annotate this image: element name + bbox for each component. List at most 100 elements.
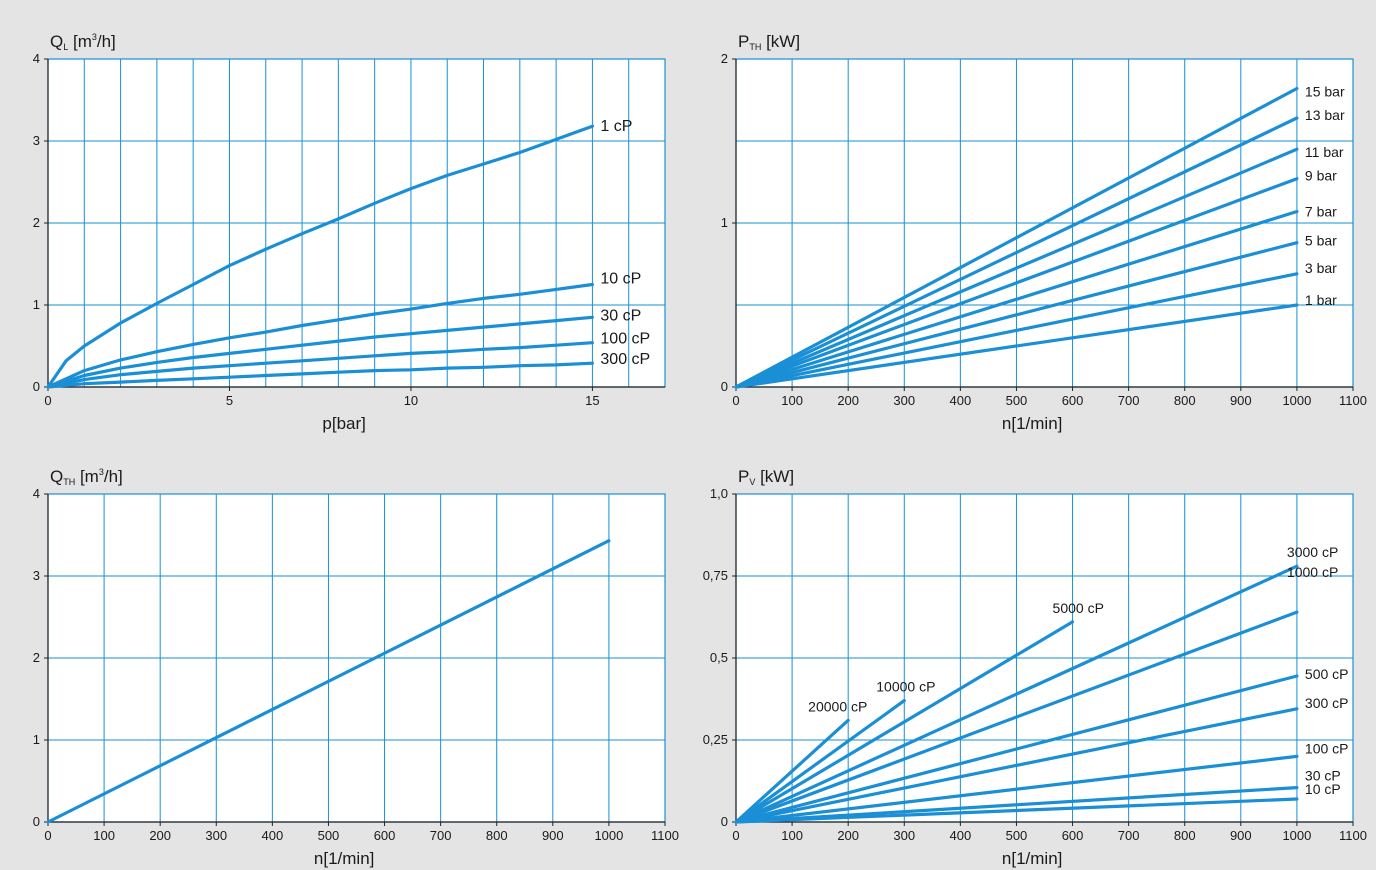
series-line-10-cp bbox=[734, 797, 1299, 824]
y-tick-label: 0,5 bbox=[710, 650, 728, 665]
x-tick-label: 300 bbox=[893, 393, 915, 408]
series-line-9-bar bbox=[734, 177, 1299, 389]
series-label-3000-cp: 3000 cP bbox=[1287, 544, 1338, 560]
series-line-7-bar bbox=[734, 209, 1299, 389]
series-label-20000-cp: 20000 cP bbox=[808, 698, 867, 714]
x-tick-label: 1000 bbox=[1282, 393, 1311, 408]
x-tick-label: 1000 bbox=[1282, 828, 1311, 843]
series-label-5000-cp: 5000 cP bbox=[1053, 600, 1104, 616]
chart-qth-vs-n: 0 100 200 300 400 500 600 700 800 900 1000 1100 0 1 2 3… bbox=[0, 435, 688, 870]
series-label-10-cp: 10 cP bbox=[600, 271, 641, 288]
chart-pth-vs-n-svg: 0 100 200 300 400 500 600 700 800 900 1000 1100 0 1 2 n… bbox=[721, 32, 1367, 433]
series-label-10-cp: 10 cP bbox=[1305, 781, 1341, 797]
x-tick-label: 900 bbox=[542, 828, 564, 843]
x-tick-label: 400 bbox=[262, 828, 284, 843]
x-axis-label: n[1/min] bbox=[1002, 849, 1062, 868]
series-line-15-bar bbox=[734, 86, 1299, 389]
x-axis-label: p[bar] bbox=[322, 414, 365, 433]
x-tick-label: 200 bbox=[837, 393, 859, 408]
chart-ql-vs-p: 0 5 10 15 0 1 2 3 4 p[bar] QL [m3/h] 1 cP 10 cP 30 cP… bbox=[0, 0, 688, 435]
y-tick-label: 1 bbox=[33, 732, 40, 747]
y-tick-label: 0 bbox=[33, 814, 40, 829]
series-line-5000-cp bbox=[734, 620, 1075, 824]
series-line-300-cp bbox=[734, 707, 1299, 824]
x-tick-label: 900 bbox=[1230, 828, 1252, 843]
series-label-300-cp: 300 cP bbox=[600, 351, 650, 368]
x-tick-label: 1100 bbox=[651, 828, 679, 843]
x-tick-label: 0 bbox=[44, 393, 51, 408]
series-label-3-bar: 3 bar bbox=[1305, 260, 1337, 276]
series-line-main bbox=[46, 539, 611, 824]
series-label-1000-cp: 1000 cP bbox=[1287, 564, 1338, 580]
series-label-5-bar: 5 bar bbox=[1305, 233, 1337, 249]
series-label-13-bar: 13 bar bbox=[1305, 107, 1345, 123]
y-tick-label: 3 bbox=[33, 568, 40, 583]
series-line-13-bar bbox=[734, 116, 1299, 389]
y-axis-label: PV [kW] bbox=[738, 467, 794, 487]
series-label-11-bar: 11 bar bbox=[1305, 144, 1344, 160]
y-tick-label: 3 bbox=[33, 133, 40, 148]
y-tick-label: 0 bbox=[721, 379, 728, 394]
chart-qth-vs-n-svg: 0 100 200 300 400 500 600 700 800 900 1000 1100 0 1 2 3… bbox=[33, 467, 679, 868]
chart-pv-vs-n-svg: 0 100 200 300 400 500 600 700 800 900 1000 1100 0 0,2… bbox=[703, 467, 1367, 868]
series-label-30-cp: 30 cP bbox=[1305, 768, 1341, 784]
y-tick-label: 1 bbox=[33, 297, 40, 312]
x-tick-label: 800 bbox=[486, 828, 508, 843]
series-label-1-cp: 1 cP bbox=[600, 118, 632, 135]
series-label-30-cp: 30 cP bbox=[600, 307, 641, 324]
x-tick-label: 300 bbox=[205, 828, 227, 843]
y-tick-label: 4 bbox=[33, 486, 40, 501]
grid bbox=[735, 493, 1354, 823]
x-tick-label: 600 bbox=[374, 828, 396, 843]
x-tick-label: 100 bbox=[781, 828, 803, 843]
x-tick-label: 10 bbox=[404, 393, 418, 408]
y-tick-label: 4 bbox=[33, 51, 40, 66]
y-tick-label: 2 bbox=[33, 650, 40, 665]
series-line-10-cp bbox=[46, 282, 595, 389]
x-tick-label: 400 bbox=[950, 828, 972, 843]
series-line-100-cp bbox=[734, 754, 1299, 824]
x-tick-label: 600 bbox=[1062, 393, 1084, 408]
series-line-3000-cp bbox=[734, 564, 1299, 824]
series-label-100-cp: 100 cP bbox=[600, 331, 650, 348]
x-tick-label: 700 bbox=[1118, 828, 1140, 843]
y-axis-label: QL [m3/h] bbox=[50, 32, 116, 52]
series-label-10000-cp: 10000 cP bbox=[876, 679, 935, 695]
series-label-500-cp: 500 cP bbox=[1305, 666, 1349, 682]
x-tick-label: 700 bbox=[430, 828, 452, 843]
x-tick-label: 5 bbox=[226, 393, 233, 408]
x-tick-label: 400 bbox=[950, 393, 972, 408]
series-label-9-bar: 9 bar bbox=[1305, 168, 1337, 184]
series-label-300-cp: 300 cP bbox=[1305, 695, 1349, 711]
y-tick-label: 2 bbox=[721, 51, 728, 66]
x-tick-label: 1100 bbox=[1339, 393, 1367, 408]
x-tick-label: 300 bbox=[893, 828, 915, 843]
series-line-1-cp bbox=[46, 124, 595, 389]
y-tick-label: 2 bbox=[33, 215, 40, 230]
series-line-5-bar bbox=[734, 241, 1299, 389]
x-tick-label: 500 bbox=[1006, 828, 1028, 843]
y-tick-label: 0 bbox=[721, 814, 728, 829]
x-tick-label: 1000 bbox=[594, 828, 623, 843]
chart-pv-vs-n: 0 100 200 300 400 500 600 700 800 900 1000 1100 0 0,2… bbox=[688, 435, 1376, 870]
x-axis-label: n[1/min] bbox=[1002, 414, 1062, 433]
x-tick-label: 500 bbox=[1006, 393, 1028, 408]
series-label-1-bar: 1 bar bbox=[1305, 292, 1337, 308]
series-line-300-cp bbox=[46, 361, 595, 389]
x-axis-label: n[1/min] bbox=[314, 849, 374, 868]
series-line-30-cp bbox=[46, 315, 595, 389]
x-tick-label: 15 bbox=[585, 393, 599, 408]
x-tick-label: 600 bbox=[1062, 828, 1084, 843]
series-line-30-cp bbox=[734, 786, 1299, 824]
x-tick-label: 800 bbox=[1174, 828, 1196, 843]
y-tick-label: 0,25 bbox=[703, 732, 728, 747]
chart-pth-vs-n: 0 100 200 300 400 500 600 700 800 900 1000 1100 0 1 2 n… bbox=[688, 0, 1376, 435]
y-tick-label: 0,75 bbox=[703, 568, 728, 583]
series-line-20000-cp bbox=[734, 718, 850, 824]
x-tick-label: 1100 bbox=[1339, 828, 1367, 843]
series-line-11-bar bbox=[734, 147, 1299, 389]
x-tick-label: 800 bbox=[1174, 393, 1196, 408]
x-tick-label: 100 bbox=[781, 393, 803, 408]
series-line-1000-cp bbox=[734, 610, 1299, 824]
